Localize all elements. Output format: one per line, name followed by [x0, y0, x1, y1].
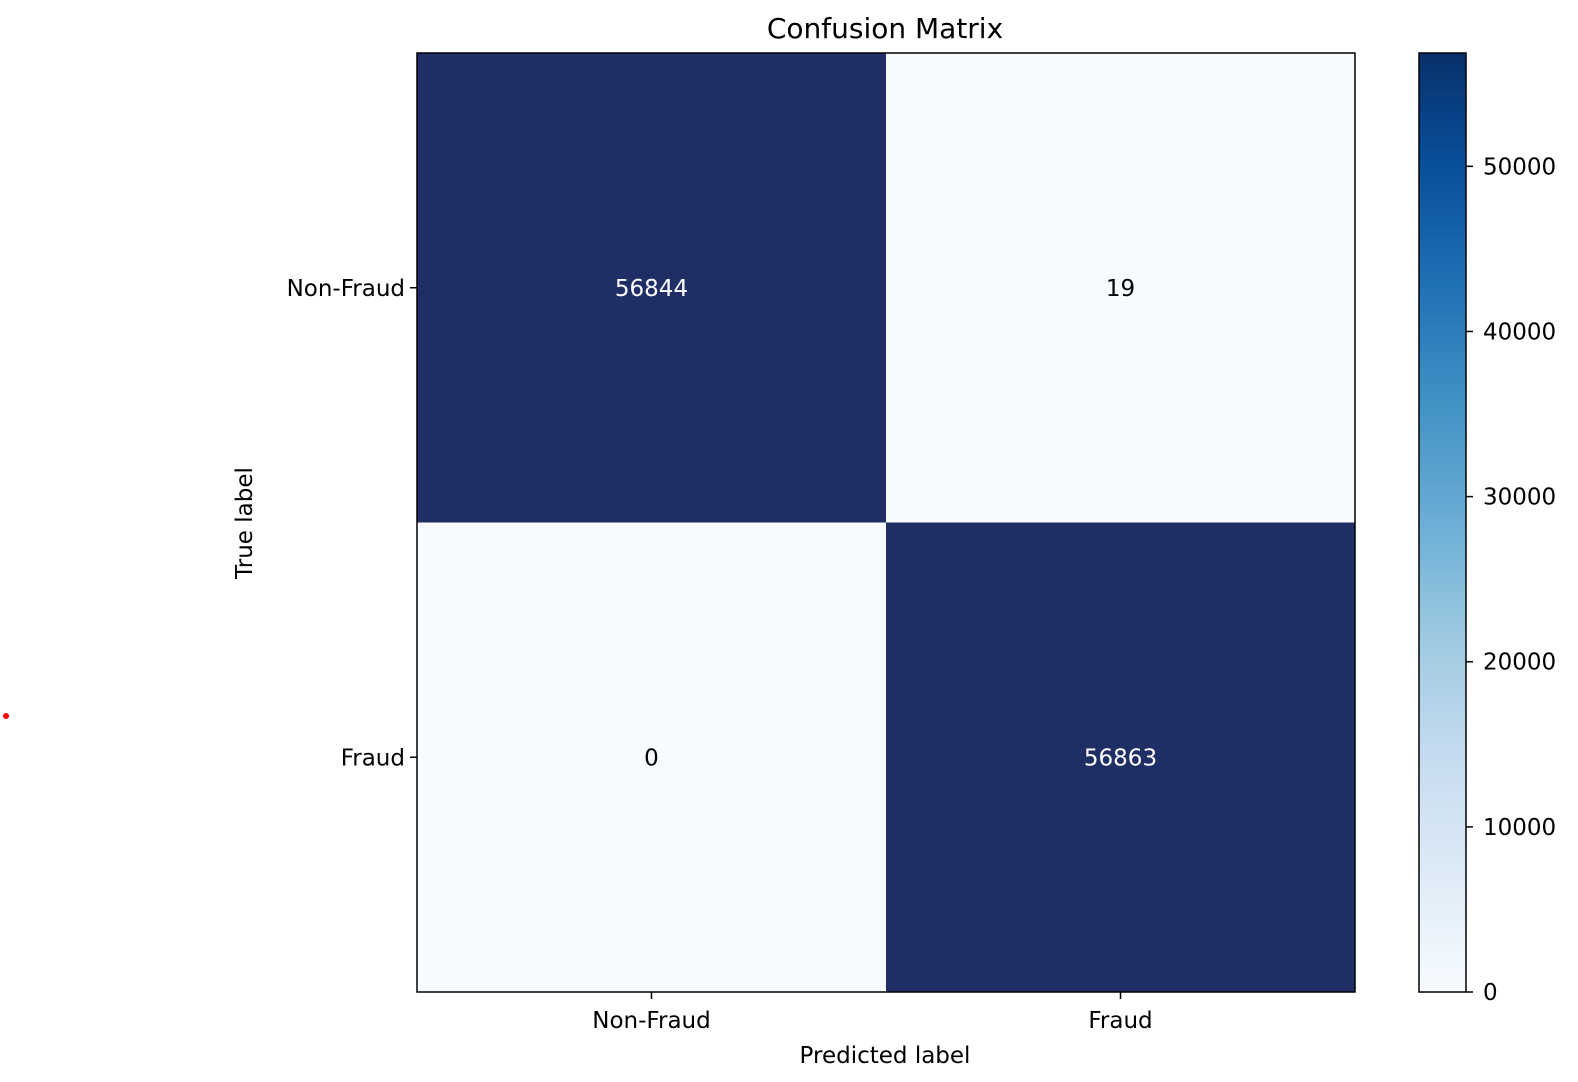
- colorbar-tick-label: 0: [1483, 980, 1498, 1006]
- heatmap-cell-labels: 56844 19 0 56863: [615, 276, 1157, 772]
- x-axis-label: Predicted label: [800, 1043, 971, 1069]
- heatmap-cell: [886, 53, 1355, 523]
- cell-value-label: 0: [644, 745, 659, 771]
- x-tick-label: Non-Fraud: [592, 1008, 710, 1034]
- cell-value-label: 19: [1106, 276, 1135, 302]
- colorbar-ticks: 0 10000 20000 30000 40000 50000: [1466, 154, 1556, 1006]
- colorbar-tick-label: 10000: [1483, 815, 1556, 841]
- heatmap-cell: [417, 53, 886, 523]
- x-axis-ticks: Non-Fraud Fraud: [592, 992, 1153, 1034]
- heatmap-cell: [886, 522, 1355, 992]
- y-tick-label: Fraud: [341, 745, 405, 771]
- colorbar-tick-label: 30000: [1483, 485, 1556, 511]
- plot-frame: [416, 52, 1356, 993]
- heatmap-cell: [417, 522, 886, 992]
- heatmap-cells: [417, 53, 1355, 992]
- colorbar-tick-label: 20000: [1483, 650, 1556, 676]
- y-axis-ticks: Non-Fraud Fraud: [287, 276, 417, 771]
- cell-value-label: 56844: [615, 276, 688, 302]
- chart-title: Confusion Matrix: [767, 12, 1003, 45]
- y-tick-label: Non-Fraud: [287, 276, 405, 302]
- x-tick-label: Fraud: [1088, 1008, 1152, 1034]
- colorbar: [1418, 52, 1467, 993]
- cell-value-label: 56863: [1084, 745, 1157, 771]
- red-dot-marker: [3, 713, 9, 719]
- colorbar-tick-label: 40000: [1483, 319, 1556, 345]
- colorbar-tick-label: 50000: [1483, 154, 1556, 180]
- y-axis-label: True label: [232, 467, 258, 580]
